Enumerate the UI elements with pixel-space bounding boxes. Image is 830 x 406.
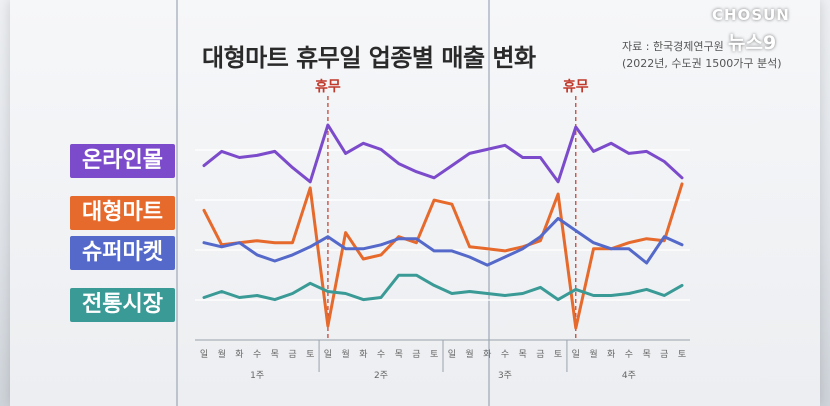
x-tick-label: 토 [306, 350, 314, 360]
source-note: 자료 : 한국경제연구원 [622, 40, 724, 53]
x-tick-label: 월 [341, 348, 349, 360]
x-tick-label: 일 [200, 349, 208, 360]
x-tick-label: 화 [607, 349, 615, 360]
program-logo: 뉴스9 [728, 32, 777, 54]
chart-title: 대형마트 휴무일 업종별 매출 변화 [202, 44, 536, 72]
x-tick-label: 일 [448, 349, 456, 360]
x-tick-label: 수 [625, 349, 633, 360]
x-tick-label: 목 [519, 349, 527, 360]
x-tick-label: 일 [572, 349, 580, 360]
x-tick-label: 목 [271, 349, 279, 360]
x-tick-label: 월 [465, 348, 473, 360]
screen-seam [176, 0, 178, 406]
x-tick-label: 목 [395, 349, 403, 360]
series-line-슈퍼마켓 [202, 216, 684, 267]
legend-super: 슈퍼마켓 [70, 236, 175, 270]
x-axis: 일 월 화 수 목 금 토 일 월 화 수 목 금 토 일 월 화 수 목 금 토 일 월 화 수 목 금 토1주 2주 3주 4주 [200, 348, 686, 381]
week-label: 1주 [250, 370, 264, 381]
holiday-label: 휴무 [563, 79, 589, 95]
source-detail: (2022년, 수도권 1500가구 분석) [622, 57, 782, 70]
legend-online: 온라인몰 [70, 144, 175, 178]
legend-mart: 대형마트 [70, 196, 175, 230]
x-tick-label: 수 [377, 349, 385, 360]
x-tick-label: 토 [554, 350, 562, 360]
week-label: 2주 [374, 370, 388, 381]
grid [195, 149, 690, 372]
x-tick-label: 수 [501, 349, 509, 360]
screen-seam [488, 0, 490, 406]
x-tick-label: 금 [660, 349, 668, 360]
x-tick-label: 토 [430, 350, 438, 360]
x-tick-label: 금 [412, 349, 420, 360]
x-tick-label: 토 [678, 350, 686, 360]
broadcaster-logo: CHOSUN [712, 6, 790, 24]
x-tick-label: 화 [235, 349, 243, 360]
x-tick-label: 목 [642, 349, 650, 360]
week-label: 4주 [622, 370, 636, 381]
x-tick-label: 금 [288, 349, 296, 360]
x-tick-label: 금 [536, 349, 544, 360]
series-line-온라인몰 [202, 123, 684, 184]
holiday-markers: 휴무 휴무 [315, 79, 589, 340]
series-line-전통시장 [202, 273, 684, 302]
series-lines [202, 123, 684, 330]
x-tick-label: 수 [253, 349, 261, 360]
x-tick-label: 월 [589, 348, 597, 360]
x-tick-label: 화 [483, 349, 491, 360]
legend-traditional: 전통시장 [70, 288, 175, 322]
series-line-대형마트 [202, 182, 684, 330]
x-tick-label: 화 [359, 349, 367, 360]
x-tick-label: 월 [218, 348, 226, 360]
holiday-label: 휴무 [315, 79, 341, 95]
week-label: 3주 [498, 370, 512, 381]
x-tick-label: 일 [324, 349, 332, 360]
